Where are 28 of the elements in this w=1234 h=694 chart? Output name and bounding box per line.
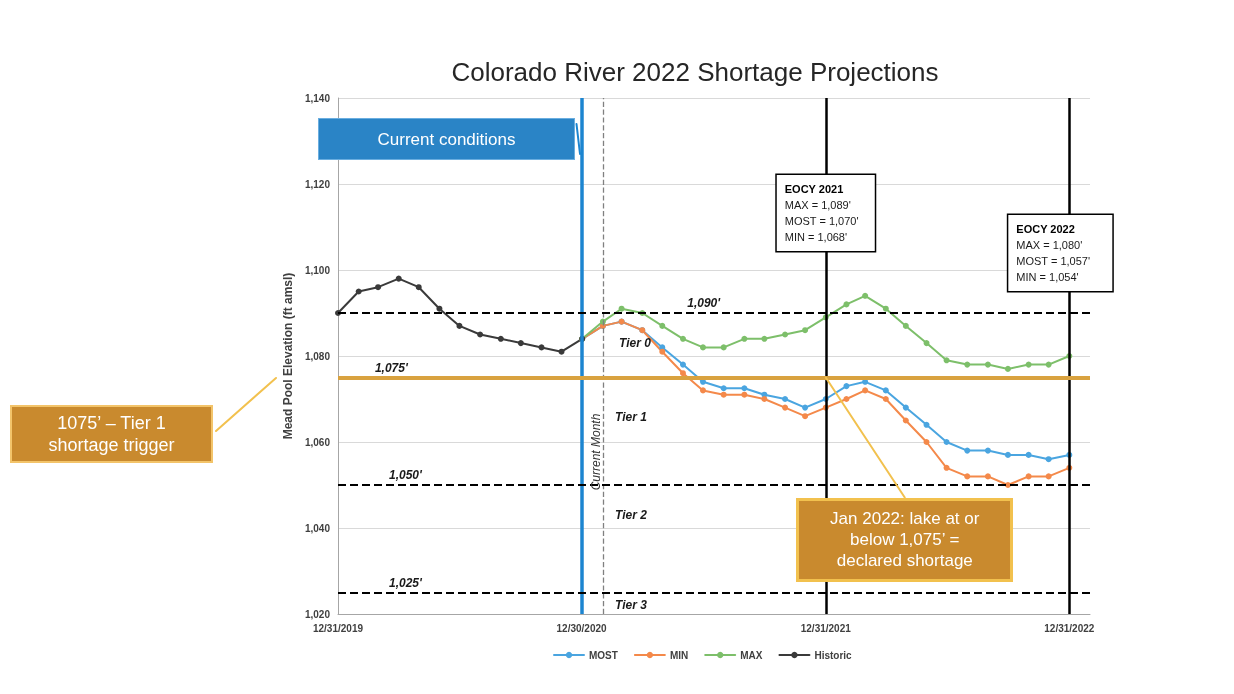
y-tick-label: 1,020 [304, 608, 331, 620]
x-tick-label: 12/30/2020 [556, 622, 608, 634]
y-tick-label: 1,140 [304, 92, 331, 104]
y-tick-label: 1,040 [304, 522, 331, 534]
y-tick-label: 1,120 [304, 178, 331, 190]
ref-line-label: Current Month [588, 413, 603, 491]
annotation: Tier 0 [619, 336, 652, 350]
y-tick-label: 1,100 [304, 264, 331, 276]
ref-line-label: EOCY 2021 MAX = 1,089' MOST = 1,070' MIN = 1,068' [784, 183, 859, 243]
x-tick-label: 12/31/2019 [312, 622, 364, 634]
annotation: 1,050' [388, 468, 423, 482]
legend-label: MOST [589, 649, 618, 661]
y-tick-label: 1,060 [304, 436, 331, 448]
legend-label: MIN [669, 649, 689, 661]
legend-label: MAX [740, 649, 763, 661]
y-axis-title: Mead Pool Elevation (ft amsl) [281, 272, 295, 440]
annotation: Tier 3 [615, 598, 648, 612]
x-tick-label: 12/31/2022 [1044, 622, 1095, 634]
annotation: 1,090' [687, 296, 722, 310]
annotation: 1,025' [388, 575, 423, 590]
y-tick-label: 1,080 [304, 350, 331, 362]
x-tick-label: 12/31/2021 [800, 622, 852, 634]
annotation: Tier 2 [615, 508, 648, 522]
legend-label: Historic [814, 649, 853, 661]
ref-line-label: EOCY 2022 MAX = 1,080' MOST = 1,057' MIN = 1,054' [1016, 223, 1091, 283]
chart-title: Colorado River 2022 Shortage Projections [451, 57, 939, 87]
annotation: Tier 1 [615, 410, 648, 424]
annotation: 1,075' [374, 360, 409, 375]
